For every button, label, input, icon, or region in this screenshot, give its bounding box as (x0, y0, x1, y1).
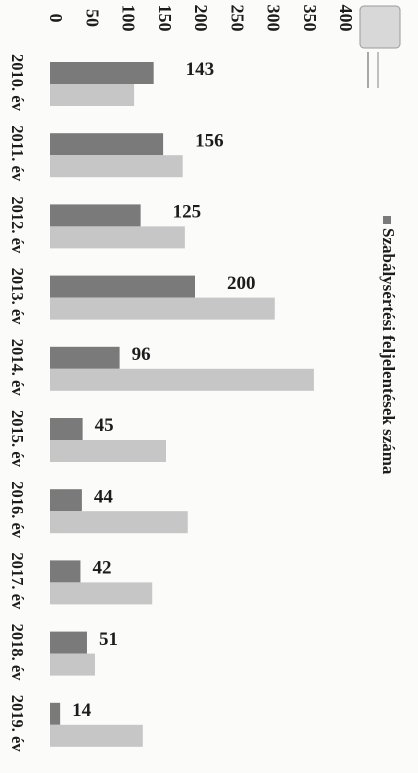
category-label: 2016. év (8, 481, 27, 539)
bar-series-1 (50, 133, 164, 156)
bar-series-1 (50, 204, 141, 227)
value-tick-label: 400 (336, 5, 356, 32)
value-tick-label: 350 (300, 5, 320, 32)
category-label: 2015. év (8, 410, 27, 468)
value-tick-label: 250 (227, 5, 247, 32)
value-axis-ticks: 0 50 100 150 200 250 300 350 400 (46, 5, 356, 32)
bars (50, 62, 314, 747)
legend-swatch (383, 216, 391, 224)
category-label: 2018. év (8, 624, 27, 682)
bar-series-2 (50, 511, 188, 534)
value-tick-label: 0 (46, 14, 66, 23)
value-tick-label: 100 (119, 5, 139, 32)
bar-series-2 (50, 582, 153, 605)
data-label: 156 (195, 130, 224, 151)
data-label: 125 (173, 202, 202, 223)
legend: Szabálysértési feljelentések száma (379, 216, 398, 475)
data-label: 44 (94, 486, 114, 507)
category-label: 2017. év (8, 552, 27, 610)
bar-series-2 (50, 724, 143, 747)
category-label: 2011. év (8, 125, 27, 182)
coat-of-arms-icon (359, 5, 401, 49)
category-axis-labels: 2010. év 2011. év 2012. év 2013. év 2014. év… (8, 54, 27, 752)
bar-series-1 (50, 418, 83, 440)
bar-series-2 (50, 226, 185, 249)
bar-series-1 (50, 560, 81, 583)
data-labels: 143 156 125 200 96 45 44 42 51 14 (72, 59, 255, 721)
value-tick-label: 150 (155, 5, 175, 32)
category-label: 2012. év (8, 196, 27, 254)
bar-series-1 (50, 489, 82, 512)
bar-series-2 (50, 297, 275, 320)
data-label: 143 (186, 59, 215, 80)
legend-label: Szabálysértési feljelentések száma (379, 228, 398, 475)
category-label: 2010. év (8, 54, 27, 112)
value-tick-label: 200 (191, 5, 211, 32)
value-tick-label: 300 (264, 5, 284, 32)
data-label: 96 (132, 344, 151, 365)
value-tick-label: 50 (82, 9, 102, 27)
bar-series-1 (50, 275, 195, 298)
category-label: 2013. év (8, 268, 27, 326)
category-label: 2019. év (8, 695, 27, 753)
data-label: 42 (92, 558, 111, 579)
bar-series-2 (50, 653, 95, 676)
bar-series-1 (50, 702, 61, 725)
bar-series-2 (50, 368, 314, 391)
bar-series-2 (50, 84, 135, 106)
logo (359, 5, 401, 88)
data-label: 51 (99, 629, 118, 650)
bar-series-1 (50, 62, 154, 84)
bar-series-2 (50, 440, 166, 462)
bar-series-2 (50, 155, 183, 178)
data-label: 200 (227, 273, 256, 294)
data-label: 45 (95, 415, 114, 436)
data-label: 14 (72, 700, 92, 721)
bar-series-1 (50, 631, 87, 654)
bar-series-1 (50, 346, 120, 369)
category-label: 2014. év (8, 339, 27, 397)
